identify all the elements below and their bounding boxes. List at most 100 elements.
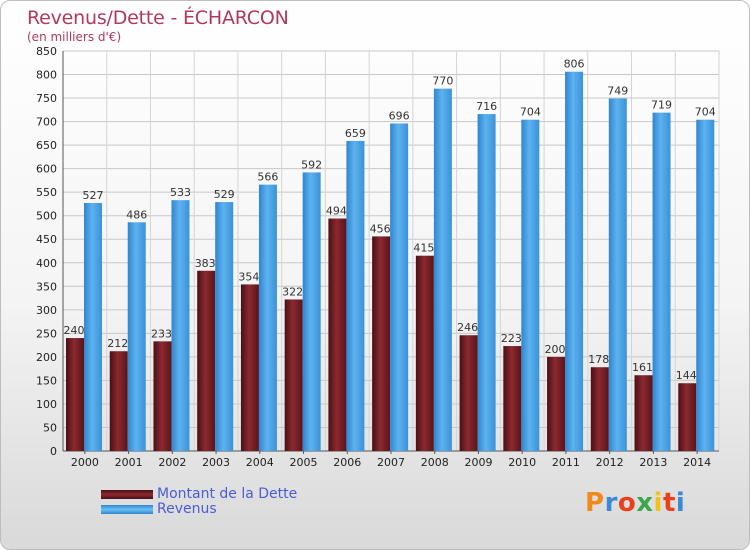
bar-dette: [678, 383, 697, 451]
data-label-revenus: 659: [345, 127, 366, 140]
data-label-revenus: 566: [257, 171, 278, 184]
data-label-revenus: 749: [607, 85, 628, 98]
data-label-dette: 223: [501, 332, 522, 345]
y-tick-label: 500: [36, 210, 57, 223]
bar-revenus: [302, 172, 321, 452]
chart-title: Revenus/Dette - ÉCHARCON: [27, 7, 289, 29]
x-tick-label: 2004: [246, 456, 274, 469]
bar-revenus: [390, 123, 409, 452]
y-tick-label: 100: [36, 398, 57, 411]
y-tick-label: 450: [36, 233, 57, 246]
bar-revenus: [171, 200, 190, 451]
data-label-revenus: 719: [651, 99, 672, 112]
data-label-dette: 178: [588, 353, 609, 366]
legend-swatch-revenus: [101, 505, 153, 514]
bar-dette: [197, 270, 216, 451]
data-label-revenus: 770: [432, 75, 453, 88]
data-label-dette: 456: [370, 222, 391, 235]
bar-revenus: [696, 119, 715, 452]
proxiti-logo: Proxiti: [585, 488, 685, 518]
x-tick-label: 2012: [596, 456, 624, 469]
logo-letter: t: [662, 488, 676, 518]
bar-dette: [109, 351, 128, 451]
bar-revenus: [521, 119, 540, 452]
y-tick-label: 750: [36, 92, 57, 105]
bar-dette: [415, 255, 434, 451]
x-tick-label: 2013: [639, 456, 667, 469]
x-tick-label: 2005: [290, 456, 318, 469]
logo-letter: i: [653, 488, 663, 518]
bar-revenus: [258, 184, 277, 451]
logo-letter: r: [604, 488, 618, 518]
bar-dette: [547, 356, 566, 451]
data-label-revenus: 529: [214, 188, 235, 201]
bar-revenus: [608, 98, 627, 451]
x-tick-label: 2001: [115, 456, 143, 469]
x-tick-label: 2000: [71, 456, 99, 469]
x-tick-label: 2008: [421, 456, 449, 469]
data-label-revenus: 704: [520, 106, 541, 119]
bar-dette: [153, 341, 172, 451]
y-tick-label: 150: [36, 374, 57, 387]
data-labels: 240 527 212 486 233 533 383 529 354 566 322 592 494 6…: [64, 58, 716, 383]
bar-dette: [328, 218, 347, 451]
y-tick-label: 800: [36, 69, 57, 82]
x-tick-label: 2007: [377, 456, 405, 469]
x-tick-label: 2010: [508, 456, 536, 469]
logo-letter: x: [636, 488, 654, 518]
data-label-dette: 383: [195, 257, 216, 270]
data-label-dette: 415: [413, 242, 434, 255]
bar-dette: [503, 346, 522, 451]
bar-dette: [284, 299, 303, 451]
data-label-revenus: 704: [695, 106, 716, 119]
x-tick-label: 2014: [683, 456, 711, 469]
chart-subtitle: (en milliers d'€): [27, 30, 122, 44]
data-label-revenus: 533: [170, 186, 191, 199]
bar-dette: [240, 284, 259, 451]
y-tick-label: 600: [36, 163, 57, 176]
data-label-revenus: 527: [83, 189, 104, 202]
y-tick-label: 350: [36, 280, 57, 293]
data-label-dette: 212: [107, 337, 128, 350]
logo-letter: i: [675, 488, 686, 518]
data-label-dette: 233: [151, 327, 172, 340]
data-label-revenus: 696: [389, 109, 410, 122]
data-label-dette: 246: [457, 321, 478, 334]
legend-label-revenus: Revenus: [157, 501, 217, 517]
logo-letter: P: [585, 488, 605, 518]
bar-revenus: [565, 71, 584, 452]
bar-revenus: [346, 140, 365, 451]
x-tick-label: 2006: [333, 456, 361, 469]
bar-revenus: [215, 202, 234, 451]
data-label-revenus: 716: [476, 100, 497, 113]
y-tick-label: 200: [36, 351, 57, 364]
bar-revenus: [433, 88, 452, 451]
x-tick-label: 2009: [464, 456, 492, 469]
data-label-dette: 354: [238, 270, 259, 283]
y-tick-label: 0: [50, 445, 57, 458]
y-tick-label: 550: [36, 186, 57, 199]
bar-dette: [459, 335, 478, 451]
legend-swatch-dette: [101, 490, 153, 499]
bar-dette: [372, 236, 391, 451]
y-tick-label: 850: [36, 45, 57, 58]
data-label-dette: 200: [545, 343, 566, 356]
y-tick-label: 250: [36, 327, 57, 340]
bars: [66, 71, 715, 452]
data-label-dette: 322: [282, 285, 303, 298]
data-label-revenus: 592: [301, 158, 322, 171]
bar-revenus: [127, 222, 146, 451]
x-tick-label: 2003: [202, 456, 230, 469]
bar-revenus: [477, 114, 496, 451]
y-tick-label: 50: [43, 421, 57, 434]
bar-revenus: [652, 112, 671, 451]
x-tick-label: 2011: [552, 456, 580, 469]
bar-dette: [634, 375, 653, 451]
bar-dette: [590, 367, 609, 451]
logo-letter: o: [617, 488, 637, 518]
y-tick-label: 300: [36, 304, 57, 317]
data-label-revenus: 486: [126, 208, 147, 221]
y-tick-label: 650: [36, 139, 57, 152]
